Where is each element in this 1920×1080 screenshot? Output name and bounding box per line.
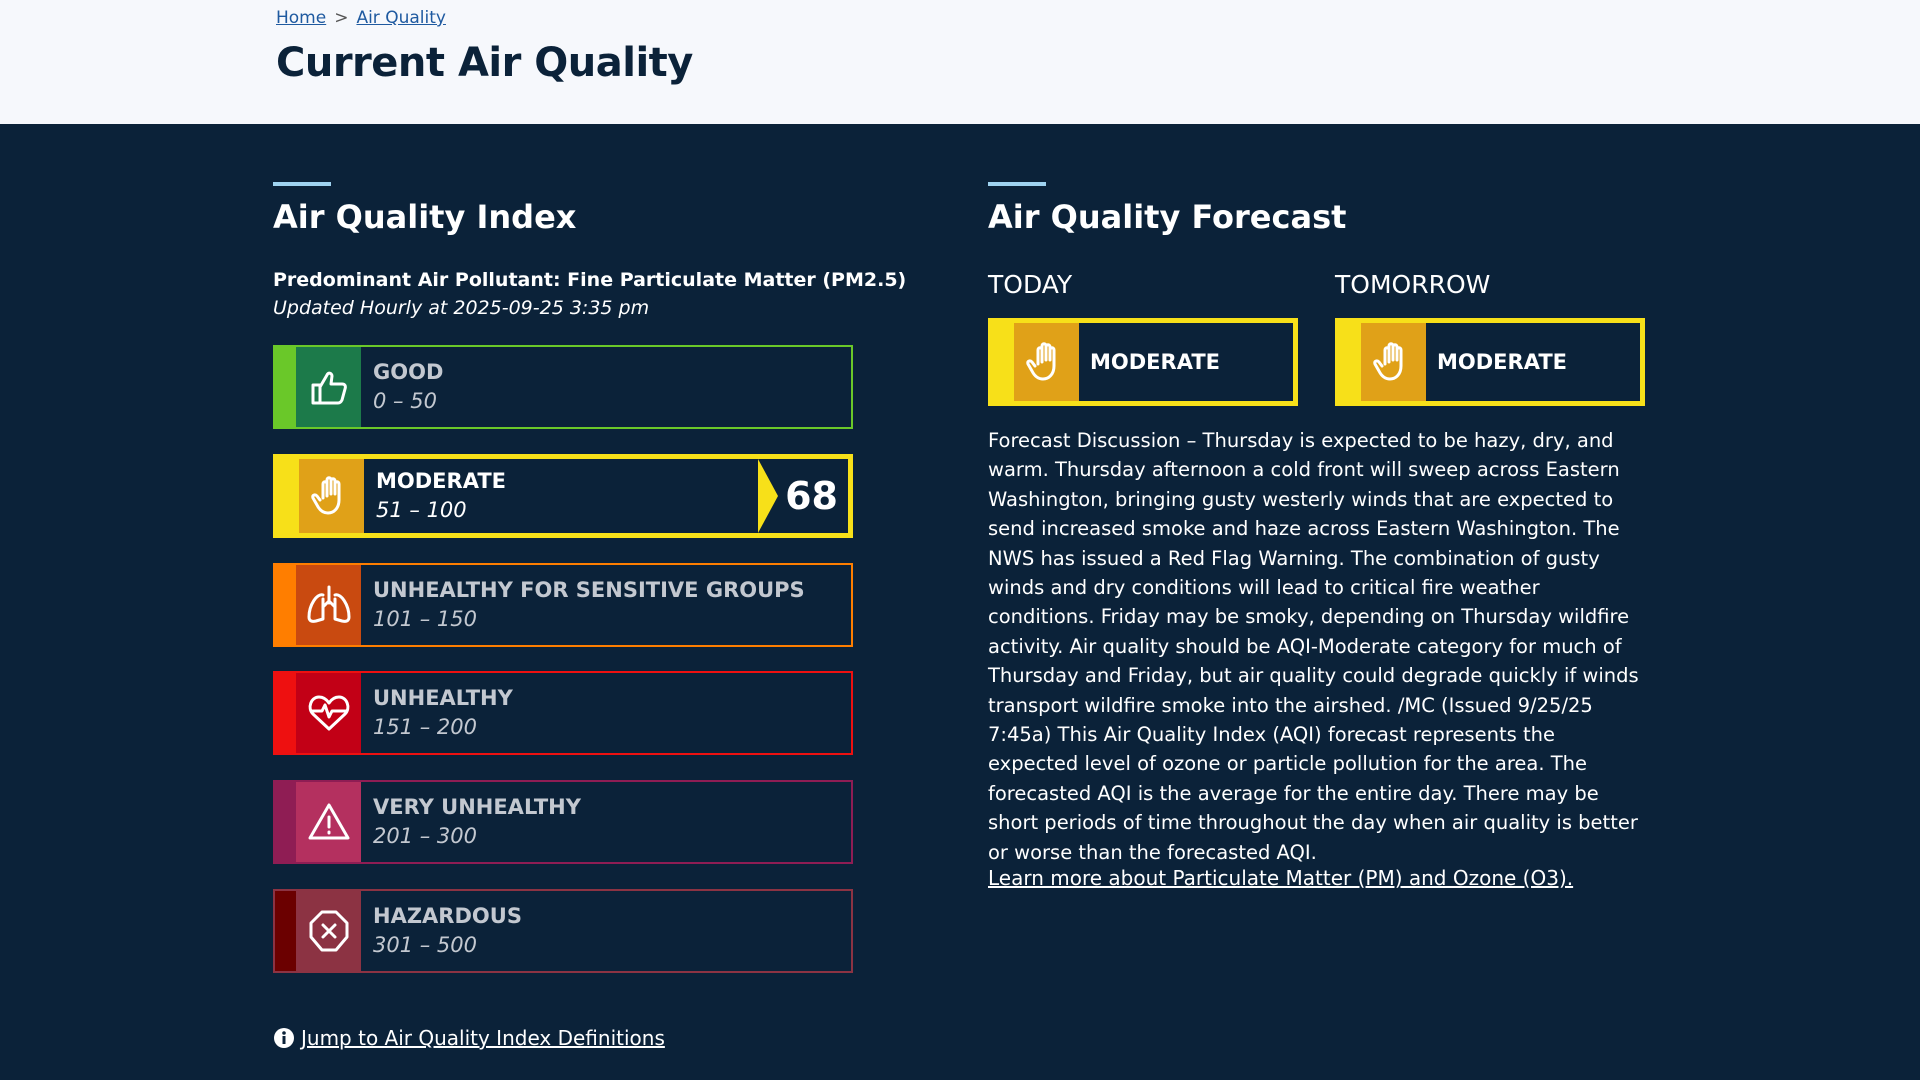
icon [309,910,348,952]
category-text: HAZARDOUS 301 – 500 [373,902,522,960]
category-text: UNHEALTHY 151 – 200 [373,684,513,742]
category-text: VERY UNHEALTHY 201 – 300 [373,793,581,851]
category-range: 51 – 100 [376,497,467,522]
breadcrumb: Home > Air Quality [276,8,446,28]
category-icon [296,782,361,863]
color-stripe [993,323,1014,401]
category-range: 201 – 300 [373,824,478,849]
color-stripe [275,673,296,754]
icon [1025,342,1055,381]
color-stripe [1340,323,1361,401]
forecast-level: MODERATE [1090,350,1220,374]
forecast-level: MODERATE [1437,350,1567,374]
section-heading: Air Quality Index [273,198,577,236]
category-icon [296,347,361,427]
aqi-category: VERY UNHEALTHY 201 – 300 [273,780,853,865]
category-range: 151 – 200 [373,715,478,740]
category-icon [296,673,361,754]
icon [308,803,349,840]
current-aqi: 68 [758,458,848,533]
category-text: MODERATE 51 – 100 [376,467,506,525]
category-name: UNHEALTHY FOR SENSITIVE GROUPS [373,577,805,602]
updated-time: Updated Hourly at 2025-09-25 3:35 pm [273,297,650,319]
section-heading: Air Quality Forecast [988,198,1347,236]
forecast-day: TOMORROW [1335,270,1491,299]
category-icon [296,891,361,971]
color-stripe [275,782,296,863]
aqi-category: UNHEALTHY 151 – 200 [273,671,853,756]
page-title: Current Air Quality [276,40,693,86]
category-text: UNHEALTHY FOR SENSITIVE GROUPS 101 – 150 [373,576,805,634]
info-icon [274,1028,294,1048]
forecast-box: MODERATE [1335,318,1645,406]
jump-link-row: Jump to Air Quality Index Definitions [273,1026,665,1050]
icon [310,476,340,515]
icon [311,371,347,405]
icon [758,458,778,533]
learn-more-link[interactable]: Learn more about Particulate Matter (PM)… [988,866,1574,890]
breadcrumb-link[interactable]: Home [276,8,327,28]
category-name: GOOD [373,360,444,384]
forecast-box: MODERATE [988,318,1298,406]
icon [1372,342,1402,381]
header: Home > Air Quality Current Air Quality [0,0,1920,124]
jump-link[interactable]: Jump to Air Quality Index Definitions [301,1026,665,1050]
aqi-value: 68 [785,473,838,518]
forecast-day: TODAY [988,270,1073,299]
breadcrumb-link[interactable]: Air Quality [356,8,446,28]
icon [308,695,349,731]
forecast-icon [1361,323,1426,401]
forecast-icon [1014,323,1079,401]
separator: > [334,8,349,28]
accent-bar [988,182,1046,186]
category-text: GOOD 0 – 50 [373,358,443,416]
category-range: 101 – 150 [373,606,478,631]
icon [307,585,350,623]
aqi-category: MODERATE 51 – 100 68 [273,453,853,538]
category-name: VERY UNHEALTHY [373,795,581,820]
category-icon [299,458,364,533]
category-range: 301 – 500 [373,933,478,957]
aqi-category: UNHEALTHY FOR SENSITIVE GROUPS 101 – 150 [273,562,853,647]
forecast-discussion: Forecast Discussion – Thursday is expect… [988,429,1639,864]
accent-bar [273,182,331,186]
category-range: 0 – 50 [373,389,437,413]
category-name: UNHEALTHY [373,686,513,711]
category-name: HAZARDOUS [373,904,522,928]
color-stripe [278,458,299,533]
category-icon [296,564,361,645]
color-stripe [275,564,296,645]
color-stripe [275,891,296,971]
color-stripe [275,347,296,427]
category-name: MODERATE [376,468,506,493]
aqi-category: HAZARDOUS 301 – 500 [273,889,853,973]
aqi-category: GOOD 0 – 50 [273,345,853,429]
pollutant: Predominant Air Pollutant: Fine Particul… [273,269,907,291]
